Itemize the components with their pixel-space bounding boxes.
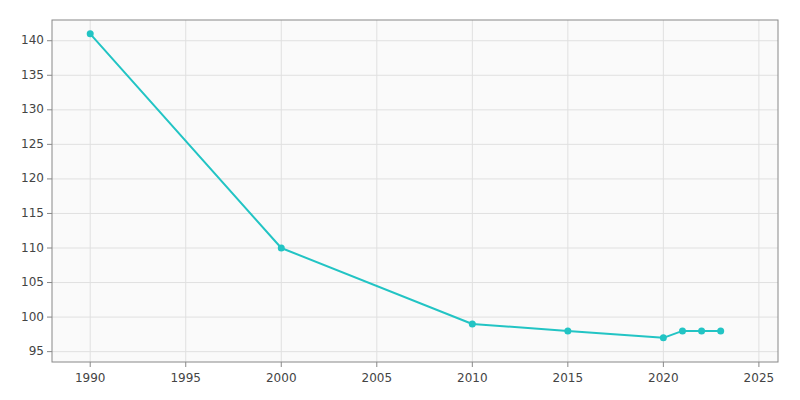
y-tick [47, 178, 52, 179]
line [90, 34, 720, 338]
point [278, 245, 285, 252]
x-tick-label: 2000 [266, 371, 297, 385]
chart-container: 95 100 105 110 115 120 125 130 135 140 1990 1995 200… [0, 0, 800, 400]
y-grid-line [52, 248, 778, 249]
point [698, 327, 705, 334]
x-tick-label: 2015 [553, 371, 584, 385]
y-tick [47, 144, 52, 145]
x-grid-line [90, 20, 91, 362]
x-tick [185, 362, 186, 367]
y-tick [47, 75, 52, 76]
point [679, 327, 686, 334]
x-tick [281, 362, 282, 367]
plot-background [52, 20, 778, 362]
x-grid-line [567, 20, 568, 362]
y-grid-line [52, 109, 778, 110]
x-tick [758, 362, 759, 367]
x-tick [90, 362, 91, 367]
axes: 95 100 105 110 115 120 125 130 135 140 1990 1995 200… [21, 33, 774, 385]
x-tick [567, 362, 568, 367]
y-grid-line [52, 40, 778, 41]
data-group [87, 30, 724, 341]
y-grid-line [52, 178, 778, 179]
y-grid-line [52, 75, 778, 76]
y-tick-label: 115 [21, 206, 44, 220]
y-tick-label: 110 [21, 241, 44, 255]
point [717, 327, 724, 334]
x-tick [663, 362, 664, 367]
y-grid-line [52, 317, 778, 318]
x-grid-line [376, 20, 377, 362]
y-tick-label: 105 [21, 275, 44, 289]
point [564, 327, 571, 334]
y-tick [47, 40, 52, 41]
x-grid-line [663, 20, 664, 362]
x-tick-label: 1990 [75, 371, 106, 385]
chart-svg: 95 100 105 110 115 120 125 130 135 140 1990 1995 200… [0, 0, 800, 400]
y-tick [47, 317, 52, 318]
y-tick-label: 125 [21, 137, 44, 151]
point [469, 321, 476, 328]
y-tick [47, 351, 52, 352]
y-tick-label: 95 [29, 344, 44, 358]
x-tick-label: 2005 [362, 371, 393, 385]
x-grid-line [758, 20, 759, 362]
x-tick [472, 362, 473, 367]
y-tick-label: 130 [21, 102, 44, 116]
x-tick-label: 2025 [744, 371, 775, 385]
y-grid-line [52, 351, 778, 352]
x-tick [376, 362, 377, 367]
plot-frame [52, 20, 778, 362]
x-tick-label: 2020 [648, 371, 679, 385]
y-tick-label: 120 [21, 171, 44, 185]
grid [52, 20, 778, 362]
y-tick-label: 100 [21, 310, 44, 324]
point [660, 334, 667, 341]
point [87, 30, 94, 37]
y-grid-line [52, 144, 778, 145]
y-tick-label: 140 [21, 33, 44, 47]
x-tick-label: 2010 [457, 371, 488, 385]
y-tick [47, 248, 52, 249]
y-tick [47, 282, 52, 283]
y-tick [47, 109, 52, 110]
y-grid-line [52, 282, 778, 283]
y-tick-label: 135 [21, 68, 44, 82]
x-grid-line [281, 20, 282, 362]
x-grid-line [185, 20, 186, 362]
y-grid-line [52, 213, 778, 214]
x-tick-label: 1995 [170, 371, 201, 385]
x-grid-line [472, 20, 473, 362]
y-tick [47, 213, 52, 214]
